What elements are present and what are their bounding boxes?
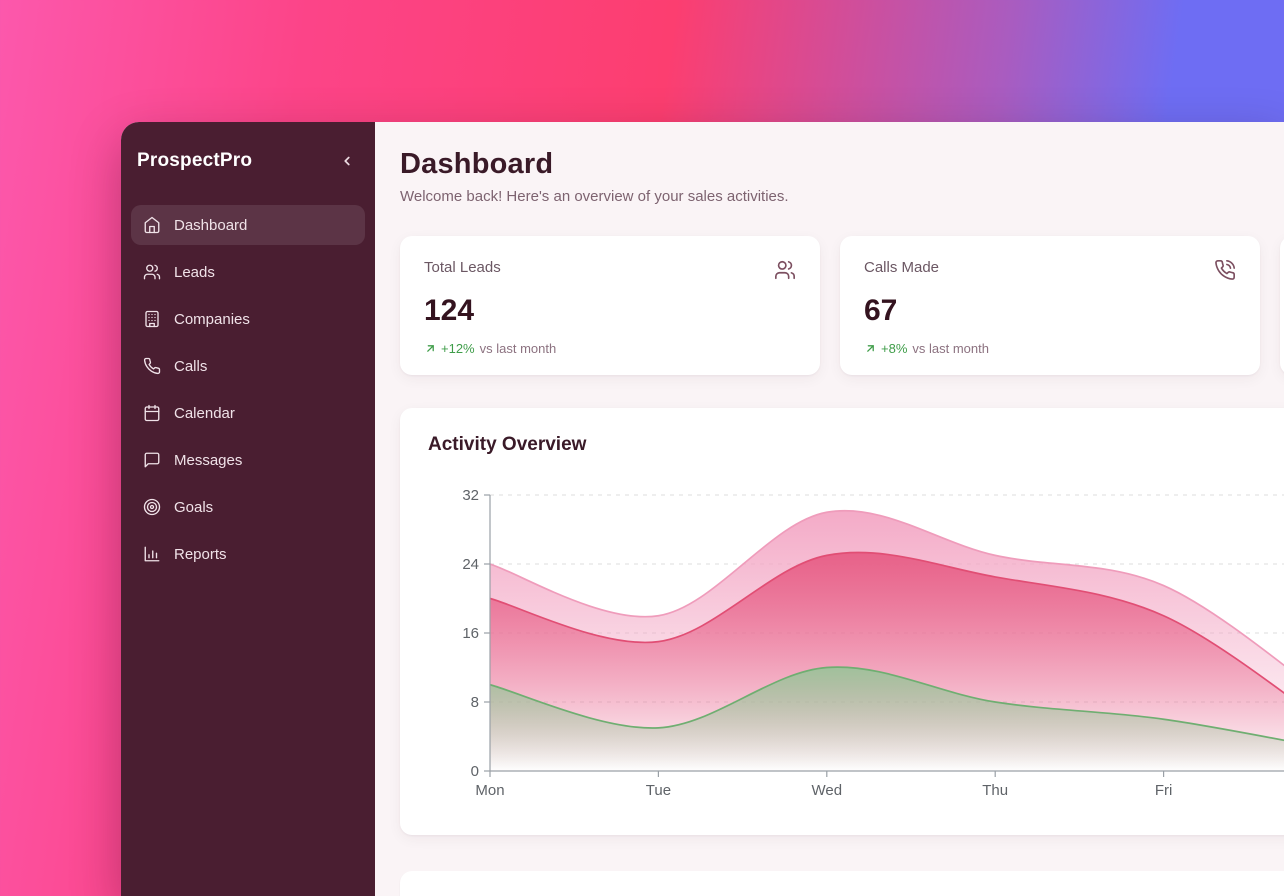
sidebar-item-label: Dashboard xyxy=(174,216,248,234)
arrow-up-right-icon xyxy=(864,342,877,355)
page-title: Dashboard xyxy=(400,148,554,180)
home-icon xyxy=(143,216,161,234)
y-axis-label: 32 xyxy=(462,487,479,504)
sidebar-header: ProspectPro xyxy=(131,147,365,175)
stats-row: Total Leads 124 +12% vs last month Calls… xyxy=(400,236,1284,375)
stat-label: Total Leads xyxy=(424,259,501,276)
y-axis-label: 24 xyxy=(462,556,479,573)
x-axis-label: Mon xyxy=(475,782,504,799)
phone-call-icon xyxy=(1214,259,1236,286)
sidebar-item-label: Calendar xyxy=(174,404,235,422)
trend-percent: +8% xyxy=(881,341,908,356)
activity-chart-svg: 08162432MonTueWedThuFriSat xyxy=(462,487,1284,799)
light-pink-series-line xyxy=(489,509,1284,667)
sidebar-item-companies[interactable]: Companies xyxy=(131,299,365,339)
stat-value: 67 xyxy=(864,294,898,327)
activity-overview-card: Activity Overview 0 8 16 24 32 Mon Tue Wed Thu Fr… xyxy=(400,408,1284,835)
chevron-left-icon xyxy=(340,154,354,168)
x-axis-label: Thu xyxy=(982,782,1008,799)
partial-bottom-card xyxy=(400,871,1284,896)
sidebar-item-messages[interactable]: Messages xyxy=(131,440,365,480)
arrow-up-right-icon xyxy=(424,342,437,355)
sidebar-item-label: Calls xyxy=(174,357,208,375)
sidebar-item-reports[interactable]: Reports xyxy=(131,534,365,574)
stat-trend: +8% vs last month xyxy=(864,341,1236,356)
phone-icon xyxy=(143,357,161,375)
sidebar-item-label: Messages xyxy=(174,451,243,469)
stat-label: Calls Made xyxy=(864,259,940,276)
y-axis-label: 0 xyxy=(471,763,479,780)
sidebar-item-label: Leads xyxy=(174,263,215,281)
stat-card-calls-made: Calls Made 67 +8% vs last month xyxy=(840,236,1260,375)
x-axis-label: Fri xyxy=(1155,782,1173,799)
sidebar-item-label: Companies xyxy=(174,310,250,328)
green-series-area xyxy=(490,667,1284,771)
trend-note: vs last month xyxy=(479,341,557,356)
sidebar: ProspectPro Dashboard Leads Companies Calls… xyxy=(121,122,375,896)
sidebar-item-calendar[interactable]: Calendar xyxy=(131,393,365,433)
sidebar-nav: Dashboard Leads Companies Calls Calendar Mess… xyxy=(131,205,365,574)
x-axis-label: Tue xyxy=(646,782,671,799)
stat-trend: +12% vs last month xyxy=(424,341,796,356)
stat-card-total-leads: Total Leads 124 +12% vs last month xyxy=(400,236,820,375)
users-icon xyxy=(774,259,796,286)
building-icon xyxy=(143,310,161,328)
main-content: Dashboard Welcome back! Here's an overvi… xyxy=(375,122,1284,896)
y-axis-label: 8 xyxy=(471,694,479,711)
rose-series-line xyxy=(489,551,1284,694)
brand-logo: ProspectPro xyxy=(137,150,253,171)
calendar-icon xyxy=(143,404,161,422)
sidebar-item-goals[interactable]: Goals xyxy=(131,487,365,527)
app-window: ProspectPro Dashboard Leads Companies Calls… xyxy=(121,122,1284,896)
sidebar-item-label: Reports xyxy=(174,545,227,563)
page-subtitle: Welcome back! Here's an overview of your… xyxy=(400,188,789,205)
sidebar-collapse-button[interactable] xyxy=(335,149,359,173)
sidebar-item-leads[interactable]: Leads xyxy=(131,252,365,292)
bar-chart-icon xyxy=(143,545,161,563)
stat-value: 124 xyxy=(424,294,475,327)
stat-card-clipped xyxy=(1280,236,1284,375)
target-icon xyxy=(143,498,161,516)
sidebar-item-calls[interactable]: Calls xyxy=(131,346,365,386)
trend-percent: +12% xyxy=(441,341,475,356)
message-square-icon xyxy=(143,451,161,469)
sidebar-item-dashboard[interactable]: Dashboard xyxy=(131,205,365,245)
x-axis-label: Wed xyxy=(812,782,843,799)
green-series-line xyxy=(489,666,1284,742)
users-icon xyxy=(143,263,161,281)
trend-note: vs last month xyxy=(912,341,989,356)
sidebar-item-label: Goals xyxy=(174,498,214,516)
chart-title: Activity Overview xyxy=(428,434,587,455)
y-axis-label: 16 xyxy=(462,625,479,642)
activity-chart: 08162432MonTueWedThuFriSat xyxy=(428,483,1284,808)
